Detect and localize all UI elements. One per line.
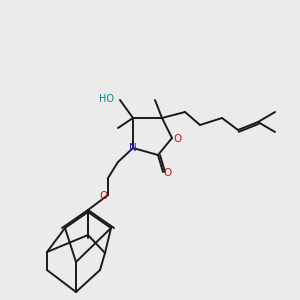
Text: N: N bbox=[129, 143, 137, 153]
Text: O: O bbox=[164, 168, 172, 178]
Text: HO: HO bbox=[99, 94, 114, 104]
Text: O: O bbox=[100, 191, 108, 201]
Text: O: O bbox=[173, 134, 181, 144]
